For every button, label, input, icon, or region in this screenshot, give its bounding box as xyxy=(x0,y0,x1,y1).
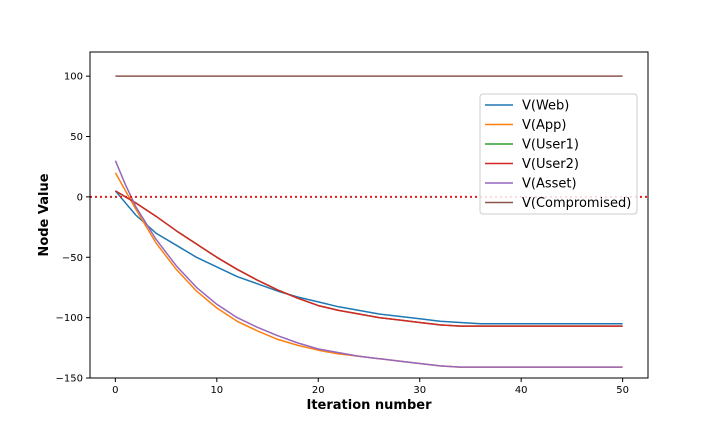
x-tick-label: 40 xyxy=(515,385,528,396)
y-axis-ticks: 100 50 0 −50 −100 −150 xyxy=(56,72,90,385)
legend-frame xyxy=(479,93,638,215)
series-line-5 xyxy=(114,160,623,368)
x-tick-label: 0 xyxy=(112,385,118,396)
y-tick-label: −50 xyxy=(62,253,83,264)
x-tick-label: 10 xyxy=(210,385,223,396)
legend-label: V(User1) xyxy=(522,138,579,153)
x-axis-label: Iteration number xyxy=(306,398,432,413)
x-tick-label: 30 xyxy=(413,385,426,396)
legend: V(Web) V(App) V(User1) V(User2) V(Asset) V(Co… xyxy=(479,93,638,215)
y-axis-label: Node Value xyxy=(37,173,52,256)
y-tick-label: 100 xyxy=(64,72,83,83)
y-tick-label: 50 xyxy=(70,132,83,143)
series-line-1 xyxy=(114,190,623,325)
y-tick-label: −100 xyxy=(56,313,83,324)
x-axis-ticks: 0 10 20 30 40 50 xyxy=(112,378,629,396)
y-tick-label: −150 xyxy=(56,374,83,385)
series-layer xyxy=(114,75,623,368)
y-tick-label: 0 xyxy=(77,192,83,203)
legend-label: V(App) xyxy=(522,118,566,133)
x-tick-label: 50 xyxy=(616,385,629,396)
legend-label: V(Compromised) xyxy=(522,196,631,211)
plot-frame xyxy=(89,51,649,379)
legend-label: V(Web) xyxy=(522,99,569,114)
legend-label: V(Asset) xyxy=(522,177,577,192)
legend-label: V(User2) xyxy=(522,157,579,172)
series-line-4 xyxy=(115,190,623,327)
x-tick-label: 20 xyxy=(312,385,325,396)
